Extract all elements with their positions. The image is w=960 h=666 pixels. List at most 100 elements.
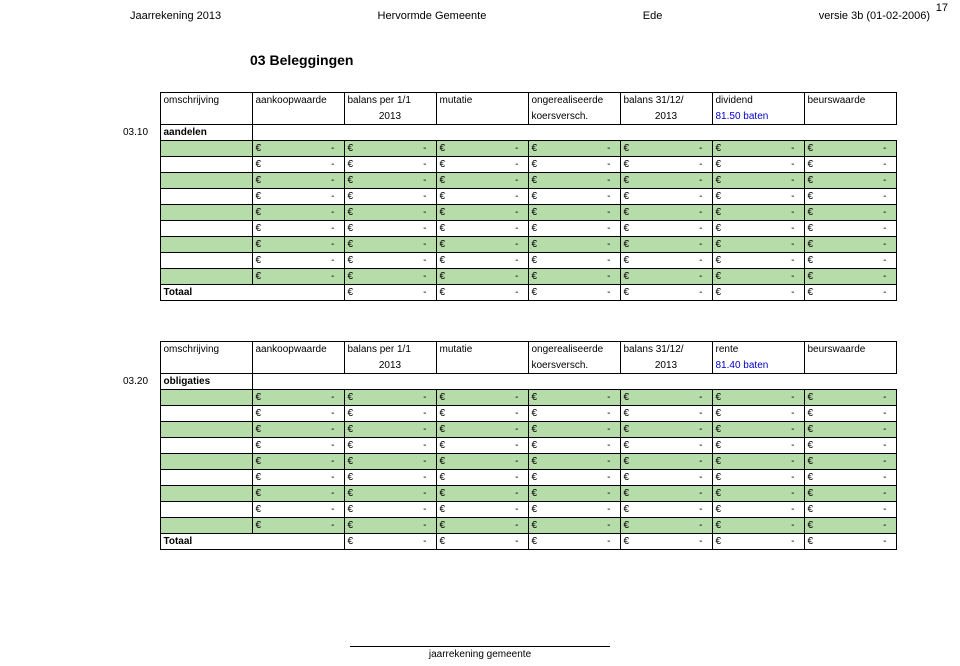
page-number: 17 xyxy=(936,2,948,14)
col-header-ongereal: ongerealiseerde xyxy=(528,93,620,109)
table-row: €-€-€-€-€-€-€- xyxy=(120,502,896,518)
value-cell: €- xyxy=(620,237,712,253)
value-cell: €- xyxy=(436,454,528,470)
value-cell: €- xyxy=(620,406,712,422)
total-cell: €- xyxy=(344,534,436,550)
value-cell: €- xyxy=(528,438,620,454)
value-cell: €- xyxy=(344,486,436,502)
page-footer: jaarrekening gemeente xyxy=(0,646,960,660)
value-cell: €- xyxy=(712,390,804,406)
financial-table: omschrijvingaankoopwaardebalans per 1/1m… xyxy=(120,341,897,550)
value-cell: €- xyxy=(344,454,436,470)
value-cell: €- xyxy=(528,422,620,438)
financial-table: omschrijvingaankoopwaardebalans per 1/1m… xyxy=(120,92,897,301)
col-header-balansper: balans per 1/1 xyxy=(344,93,436,109)
section-title: 03 Beleggingen xyxy=(250,52,910,68)
total-label: Totaal xyxy=(160,534,252,550)
table-row: €-€-€-€-€-€-€- xyxy=(120,486,896,502)
row-label: obligaties xyxy=(160,374,252,390)
table-row: €-€-€-€-€-€-€- xyxy=(120,422,896,438)
total-cell: €- xyxy=(620,534,712,550)
table-row: €-€-€-€-€-€-€- xyxy=(120,173,896,189)
value-cell: €- xyxy=(436,438,528,454)
col-sub-year1: 2013 xyxy=(344,358,436,374)
value-cell: €- xyxy=(712,157,804,173)
value-cell: €- xyxy=(712,502,804,518)
value-cell: €- xyxy=(436,422,528,438)
value-cell: €- xyxy=(344,438,436,454)
col-sub-year2: 2013 xyxy=(620,358,712,374)
value-cell: €- xyxy=(344,157,436,173)
value-cell: €- xyxy=(252,237,344,253)
value-cell: €- xyxy=(252,518,344,534)
value-cell: €- xyxy=(436,221,528,237)
row-code: 03.10 xyxy=(120,125,160,141)
total-row: Totaal€-€-€-€-€-€- xyxy=(120,534,896,550)
value-cell: €- xyxy=(620,502,712,518)
table-row: €-€-€-€-€-€-€- xyxy=(120,406,896,422)
value-cell: €- xyxy=(436,205,528,221)
value-cell: €- xyxy=(620,205,712,221)
value-cell: €- xyxy=(804,518,896,534)
table-row: €-€-€-€-€-€-€- xyxy=(120,518,896,534)
value-cell: €- xyxy=(804,390,896,406)
total-cell: €- xyxy=(436,534,528,550)
table-row: €-€-€-€-€-€-€- xyxy=(120,205,896,221)
col-header-mutatie: mutatie xyxy=(436,342,528,358)
value-cell: €- xyxy=(344,189,436,205)
value-cell: €- xyxy=(528,173,620,189)
table-row: €-€-€-€-€-€-€- xyxy=(120,157,896,173)
value-cell: €- xyxy=(620,141,712,157)
footer-text: jaarrekening gemeente xyxy=(429,649,531,660)
value-cell: €- xyxy=(528,390,620,406)
value-cell: €- xyxy=(712,486,804,502)
value-cell: €- xyxy=(436,470,528,486)
value-cell: €- xyxy=(436,502,528,518)
value-cell: €- xyxy=(528,470,620,486)
col-header-balans31: balans 31/12/ xyxy=(620,93,712,109)
value-cell: €- xyxy=(436,486,528,502)
col-header-balans31: balans 31/12/ xyxy=(620,342,712,358)
col-header-desc: omschrijving xyxy=(160,342,252,358)
value-cell: €- xyxy=(712,422,804,438)
header-mid1: Hervormde Gemeente xyxy=(378,10,487,22)
value-cell: €- xyxy=(620,422,712,438)
value-cell: €- xyxy=(804,269,896,285)
value-cell: €- xyxy=(252,141,344,157)
total-cell: €- xyxy=(712,534,804,550)
value-cell: €- xyxy=(620,253,712,269)
value-cell: €- xyxy=(252,205,344,221)
value-cell: €- xyxy=(804,422,896,438)
value-cell: €- xyxy=(620,189,712,205)
col-sub-koers: koersversch. xyxy=(528,109,620,125)
value-cell: €- xyxy=(620,390,712,406)
header-mid2: Ede xyxy=(643,10,663,22)
value-cell: €- xyxy=(804,502,896,518)
total-cell: €- xyxy=(436,285,528,301)
value-cell: €- xyxy=(252,269,344,285)
table-row: €-€-€-€-€-€-€- xyxy=(120,189,896,205)
col-header-mutatie: mutatie xyxy=(436,93,528,109)
value-cell: €- xyxy=(804,438,896,454)
value-cell: €- xyxy=(804,173,896,189)
total-cell: €- xyxy=(344,285,436,301)
value-cell: €- xyxy=(436,269,528,285)
value-cell: €- xyxy=(804,406,896,422)
value-cell: €- xyxy=(712,406,804,422)
total-cell: €- xyxy=(712,285,804,301)
value-cell: €- xyxy=(712,237,804,253)
value-cell: €- xyxy=(344,390,436,406)
value-cell: €- xyxy=(436,173,528,189)
value-cell: €- xyxy=(712,141,804,157)
value-cell: €- xyxy=(344,253,436,269)
value-cell: €- xyxy=(528,454,620,470)
value-cell: €- xyxy=(528,221,620,237)
table-row: €-€-€-€-€-€-€- xyxy=(120,438,896,454)
value-cell: €- xyxy=(528,486,620,502)
value-cell: €- xyxy=(528,141,620,157)
col-header-yield: dividend xyxy=(712,93,804,109)
value-cell: €- xyxy=(436,157,528,173)
value-cell: €- xyxy=(528,518,620,534)
value-cell: €- xyxy=(528,253,620,269)
value-cell: €- xyxy=(528,157,620,173)
